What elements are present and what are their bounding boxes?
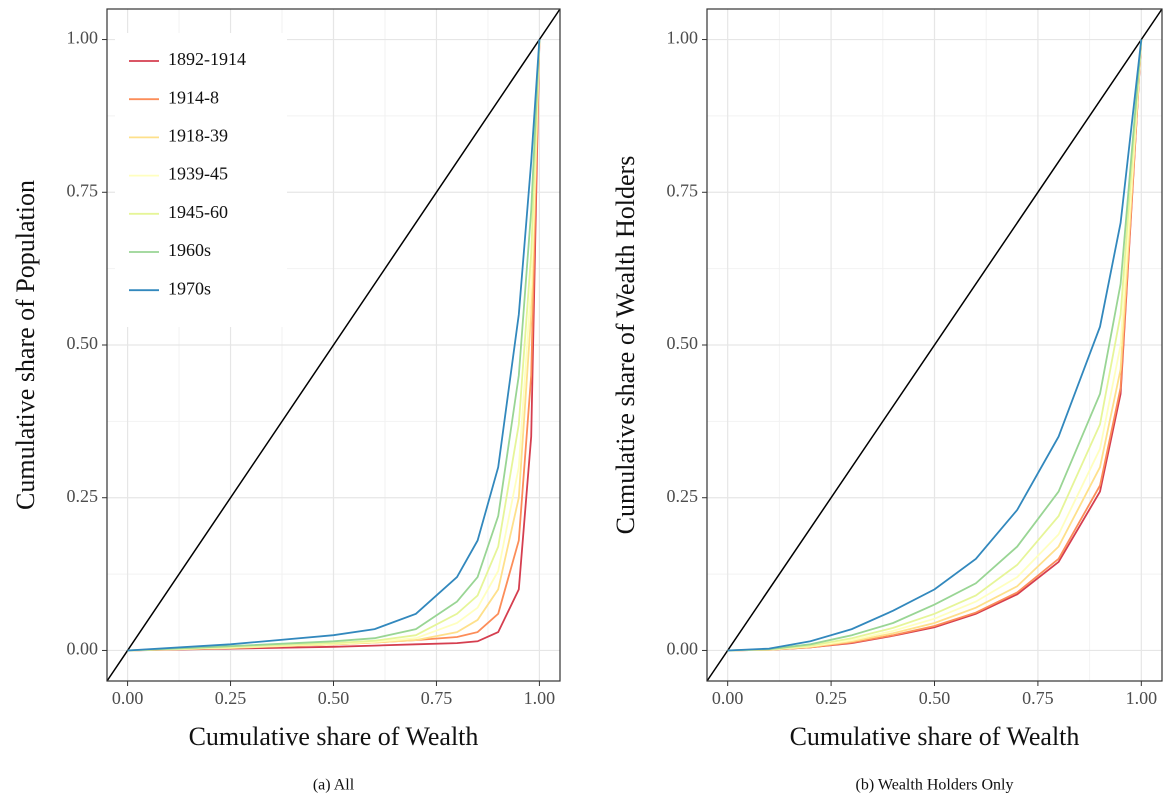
y-tick-label: 0.25 (67, 486, 99, 506)
series-line (127, 39, 541, 652)
x-tick-label: 0.00 (712, 688, 744, 708)
series-line (127, 39, 541, 652)
y-axis-title: Cumulative share of Population (11, 180, 40, 510)
y-tick-label: 1.00 (667, 28, 699, 48)
x-tick-label: 0.50 (318, 688, 350, 708)
legend-label: 1945-60 (168, 202, 228, 222)
legend-label: 1918-39 (168, 126, 228, 146)
legend-label: 1939-45 (168, 164, 228, 184)
x-tick-label: 0.25 (815, 688, 847, 708)
series-line (727, 39, 1143, 652)
diagonal (706, 8, 1163, 682)
y-axis-title: Cumulative share of Wealth Holders (611, 156, 640, 535)
legend-label: 1960s (168, 240, 211, 260)
legend-label: 1914-8 (168, 87, 219, 107)
series-line (727, 39, 1143, 652)
diagonal (106, 8, 561, 682)
x-tick-label: 1.00 (1126, 688, 1158, 708)
series-line (127, 39, 541, 652)
legend-label: 1892-1914 (168, 49, 246, 69)
plot-border (706, 8, 1163, 682)
y-tick-label: 0.25 (667, 486, 699, 506)
x-axis-title: Cumulative share of Wealth (790, 722, 1080, 751)
caption: (a) All (313, 777, 355, 794)
y-tick-label: 0.75 (67, 180, 99, 200)
y-tick-label: 0.75 (667, 180, 699, 200)
x-tick-label: 0.75 (421, 688, 453, 708)
x-tick-label: 0.00 (112, 688, 144, 708)
panel: 0.00 0.25 0.50 0.75 1.00 0.00 0.25 0.50 0.75 1.00… (611, 8, 1163, 794)
x-axis-title: Cumulative share of Wealth (189, 722, 479, 751)
y-tick-label: 0.00 (67, 639, 99, 659)
panel: 0.00 0.25 0.50 0.75 1.00 0.00 0.25 0.50 0.75 1.00… (11, 8, 561, 794)
y-tick-label: 0.50 (667, 333, 699, 353)
legend-box (115, 33, 287, 327)
caption: (b) Wealth Holders Only (856, 777, 1014, 794)
y-tick-label: 0.50 (67, 333, 99, 353)
series-line (127, 39, 541, 652)
x-tick-label: 0.75 (1022, 688, 1054, 708)
x-tick-label: 1.00 (524, 688, 556, 708)
y-tick-label: 1.00 (67, 28, 99, 48)
x-tick-label: 0.25 (215, 688, 247, 708)
legend-label: 1970s (168, 278, 211, 298)
y-tick-label: 0.00 (667, 639, 699, 659)
plot-border (106, 8, 561, 682)
series-line (727, 39, 1143, 652)
x-tick-label: 0.50 (919, 688, 951, 708)
